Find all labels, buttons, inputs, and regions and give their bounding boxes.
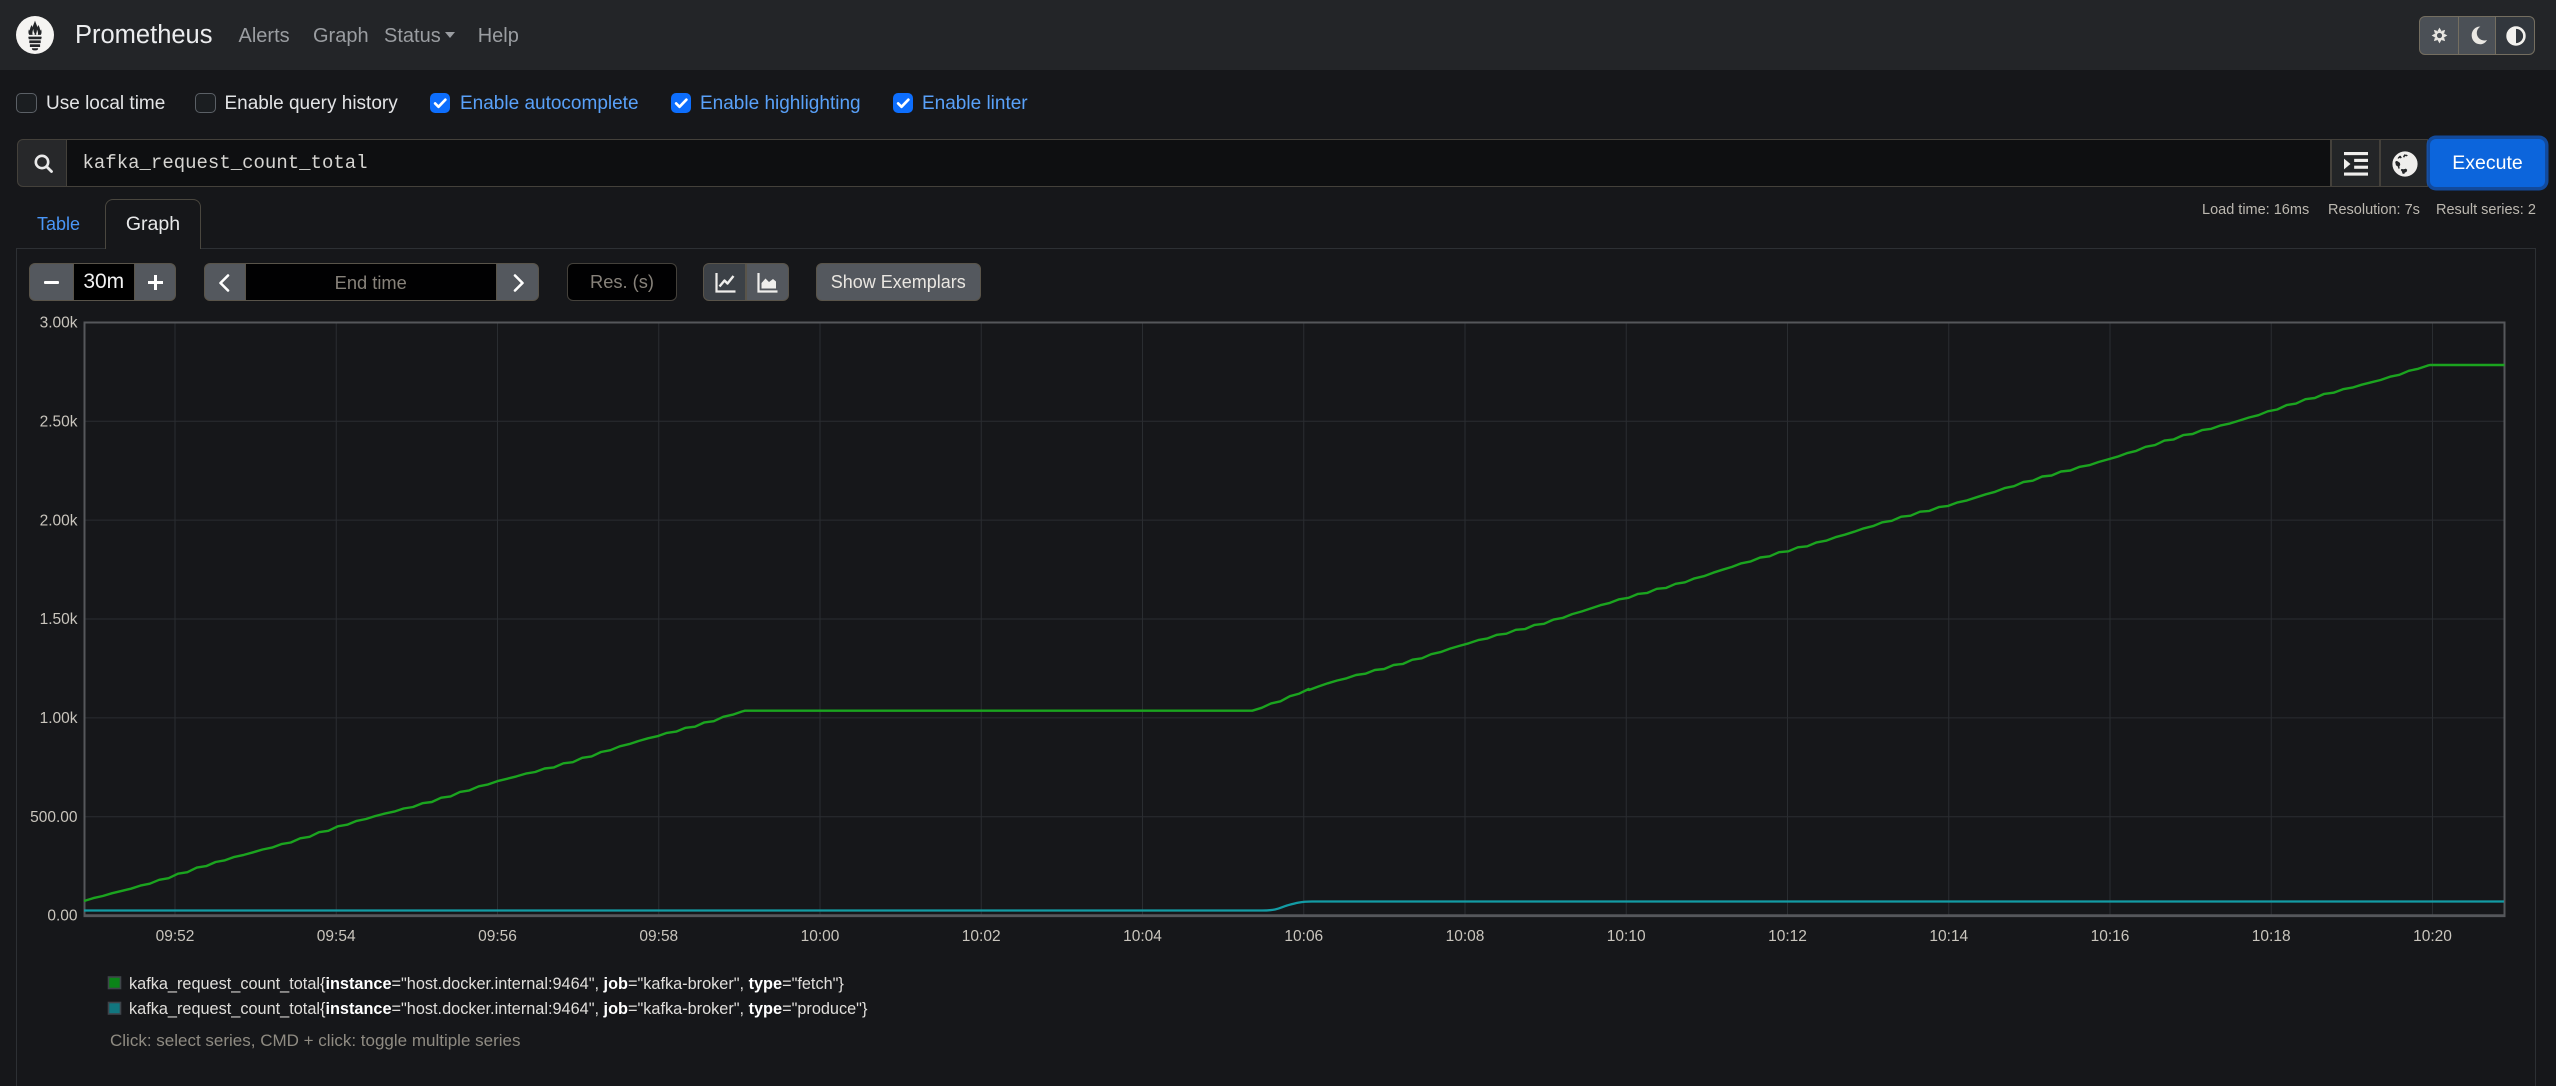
- svg-text:1.50k: 1.50k: [40, 611, 78, 628]
- svg-text:10:18: 10:18: [2252, 928, 2291, 945]
- svg-text:10:08: 10:08: [1446, 928, 1485, 945]
- svg-text:10:20: 10:20: [2413, 928, 2452, 945]
- svg-text:10:04: 10:04: [1123, 928, 1162, 945]
- svg-text:1.00k: 1.00k: [40, 710, 78, 727]
- svg-text:500.00: 500.00: [30, 809, 78, 826]
- svg-text:10:00: 10:00: [801, 928, 840, 945]
- svg-text:0.00: 0.00: [47, 908, 78, 925]
- svg-text:10:02: 10:02: [962, 928, 1001, 945]
- svg-text:10:16: 10:16: [2091, 928, 2130, 945]
- svg-text:09:56: 09:56: [478, 928, 517, 945]
- svg-text:10:06: 10:06: [1284, 928, 1323, 945]
- svg-text:3.00k: 3.00k: [40, 315, 78, 332]
- svg-text:10:12: 10:12: [1768, 928, 1807, 945]
- svg-text:2.50k: 2.50k: [40, 413, 78, 430]
- svg-text:2.00k: 2.00k: [40, 512, 78, 529]
- svg-text:09:52: 09:52: [156, 928, 195, 945]
- svg-text:09:54: 09:54: [317, 928, 356, 945]
- svg-text:10:10: 10:10: [1607, 928, 1646, 945]
- svg-text:09:58: 09:58: [639, 928, 678, 945]
- svg-text:10:14: 10:14: [1929, 928, 1968, 945]
